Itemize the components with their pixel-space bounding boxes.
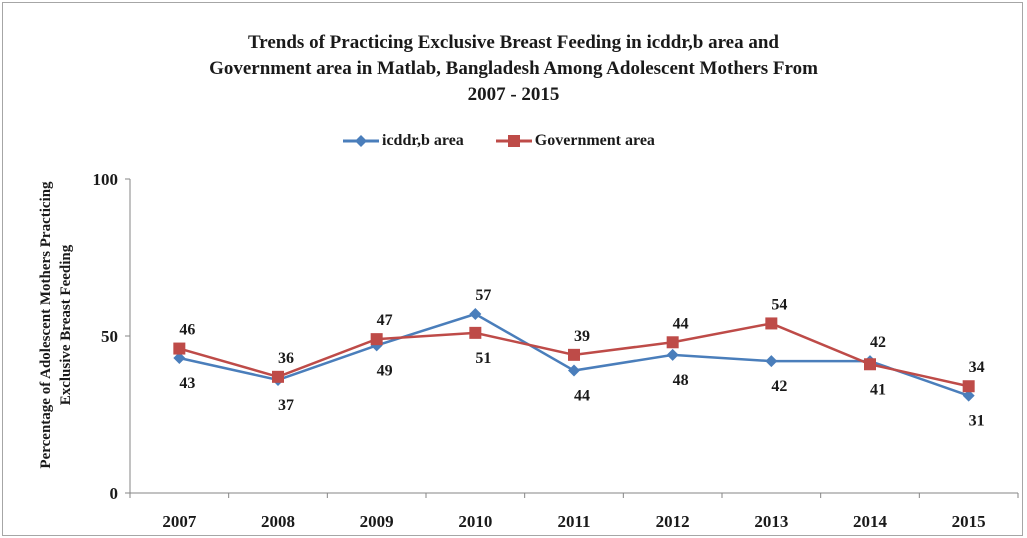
data-point-government [765,317,778,330]
data-label: 48 [673,372,689,389]
data-label: 42 [870,334,886,351]
x-tick-label: 2007 [162,512,197,531]
data-label: 39 [574,328,590,345]
data-label: 47 [377,312,393,329]
y-tick-label: 50 [101,327,118,346]
data-point-icddr [173,351,186,364]
chart-title-line-2: Government area in Matlab, Bangladesh Am… [209,58,818,79]
data-point-government [864,358,876,371]
chart-title: Trends of Practicing Exclusive Breast Fe… [0,30,1027,108]
legend-square-marker-icon [495,134,532,148]
x-tick-label: 2011 [557,512,590,531]
x-tick-label: 2013 [754,512,788,531]
data-label: 54 [771,296,787,313]
data-label: 31 [969,413,985,430]
data-point-government [272,370,284,383]
data-point-government [370,333,383,346]
data-label: 44 [673,315,689,332]
y-tick-label: 100 [93,170,119,189]
data-point-icddr [962,389,975,402]
data-label: 37 [278,397,294,414]
data-label: 36 [278,350,294,367]
x-tick-label: 2012 [656,512,690,531]
data-label: 34 [969,359,985,376]
data-point-government [666,336,679,349]
chart-title-line-1: Trends of Practicing Exclusive Breast Fe… [248,32,779,53]
data-label: 49 [377,362,393,379]
x-tick-label: 2010 [458,512,492,531]
data-label: 44 [574,388,590,405]
x-tick-label: 2008 [261,512,295,531]
data-point-government [962,380,975,393]
legend-label-icddr: icddr,b area [382,132,464,149]
data-label: 42 [771,378,787,395]
data-label: 51 [475,350,491,367]
x-tick-label: 2014 [853,512,888,531]
data-point-icddr [568,364,580,377]
legend-item-icddr: icddr,b area [343,132,464,150]
legend-diamond-marker-icon [343,134,379,148]
data-label: 57 [475,287,491,304]
data-point-icddr [666,348,679,361]
data-point-icddr [765,355,778,368]
data-label: 46 [179,322,195,339]
x-tick-label: 2009 [360,512,394,531]
data-point-government [568,348,580,361]
chart-legend: icddr,b area Government area [343,129,655,153]
data-label: 41 [870,381,886,398]
data-point-government [469,326,482,339]
y-tick-label: 0 [110,484,119,503]
legend-label-government: Government area [534,132,655,149]
x-tick-label: 2015 [952,512,986,531]
legend-item-government: Government area [495,132,655,150]
chart-title-line-3: 2007 - 2015 [467,84,560,105]
data-label: 43 [179,375,195,392]
data-point-icddr [469,308,482,321]
data-point-government [173,342,186,355]
